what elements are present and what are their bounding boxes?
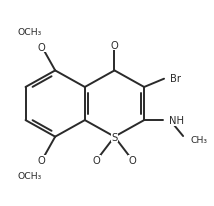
Text: NH: NH bbox=[169, 116, 184, 125]
Text: Br: Br bbox=[171, 73, 181, 83]
Text: OCH₃: OCH₃ bbox=[17, 171, 42, 180]
Text: O: O bbox=[92, 156, 100, 166]
Text: S: S bbox=[111, 132, 118, 142]
Text: O: O bbox=[129, 156, 137, 166]
Text: O: O bbox=[37, 42, 45, 52]
Text: O: O bbox=[111, 40, 118, 50]
Text: O: O bbox=[37, 156, 45, 166]
Text: OCH₃: OCH₃ bbox=[17, 28, 42, 37]
Text: CH₃: CH₃ bbox=[190, 136, 207, 145]
